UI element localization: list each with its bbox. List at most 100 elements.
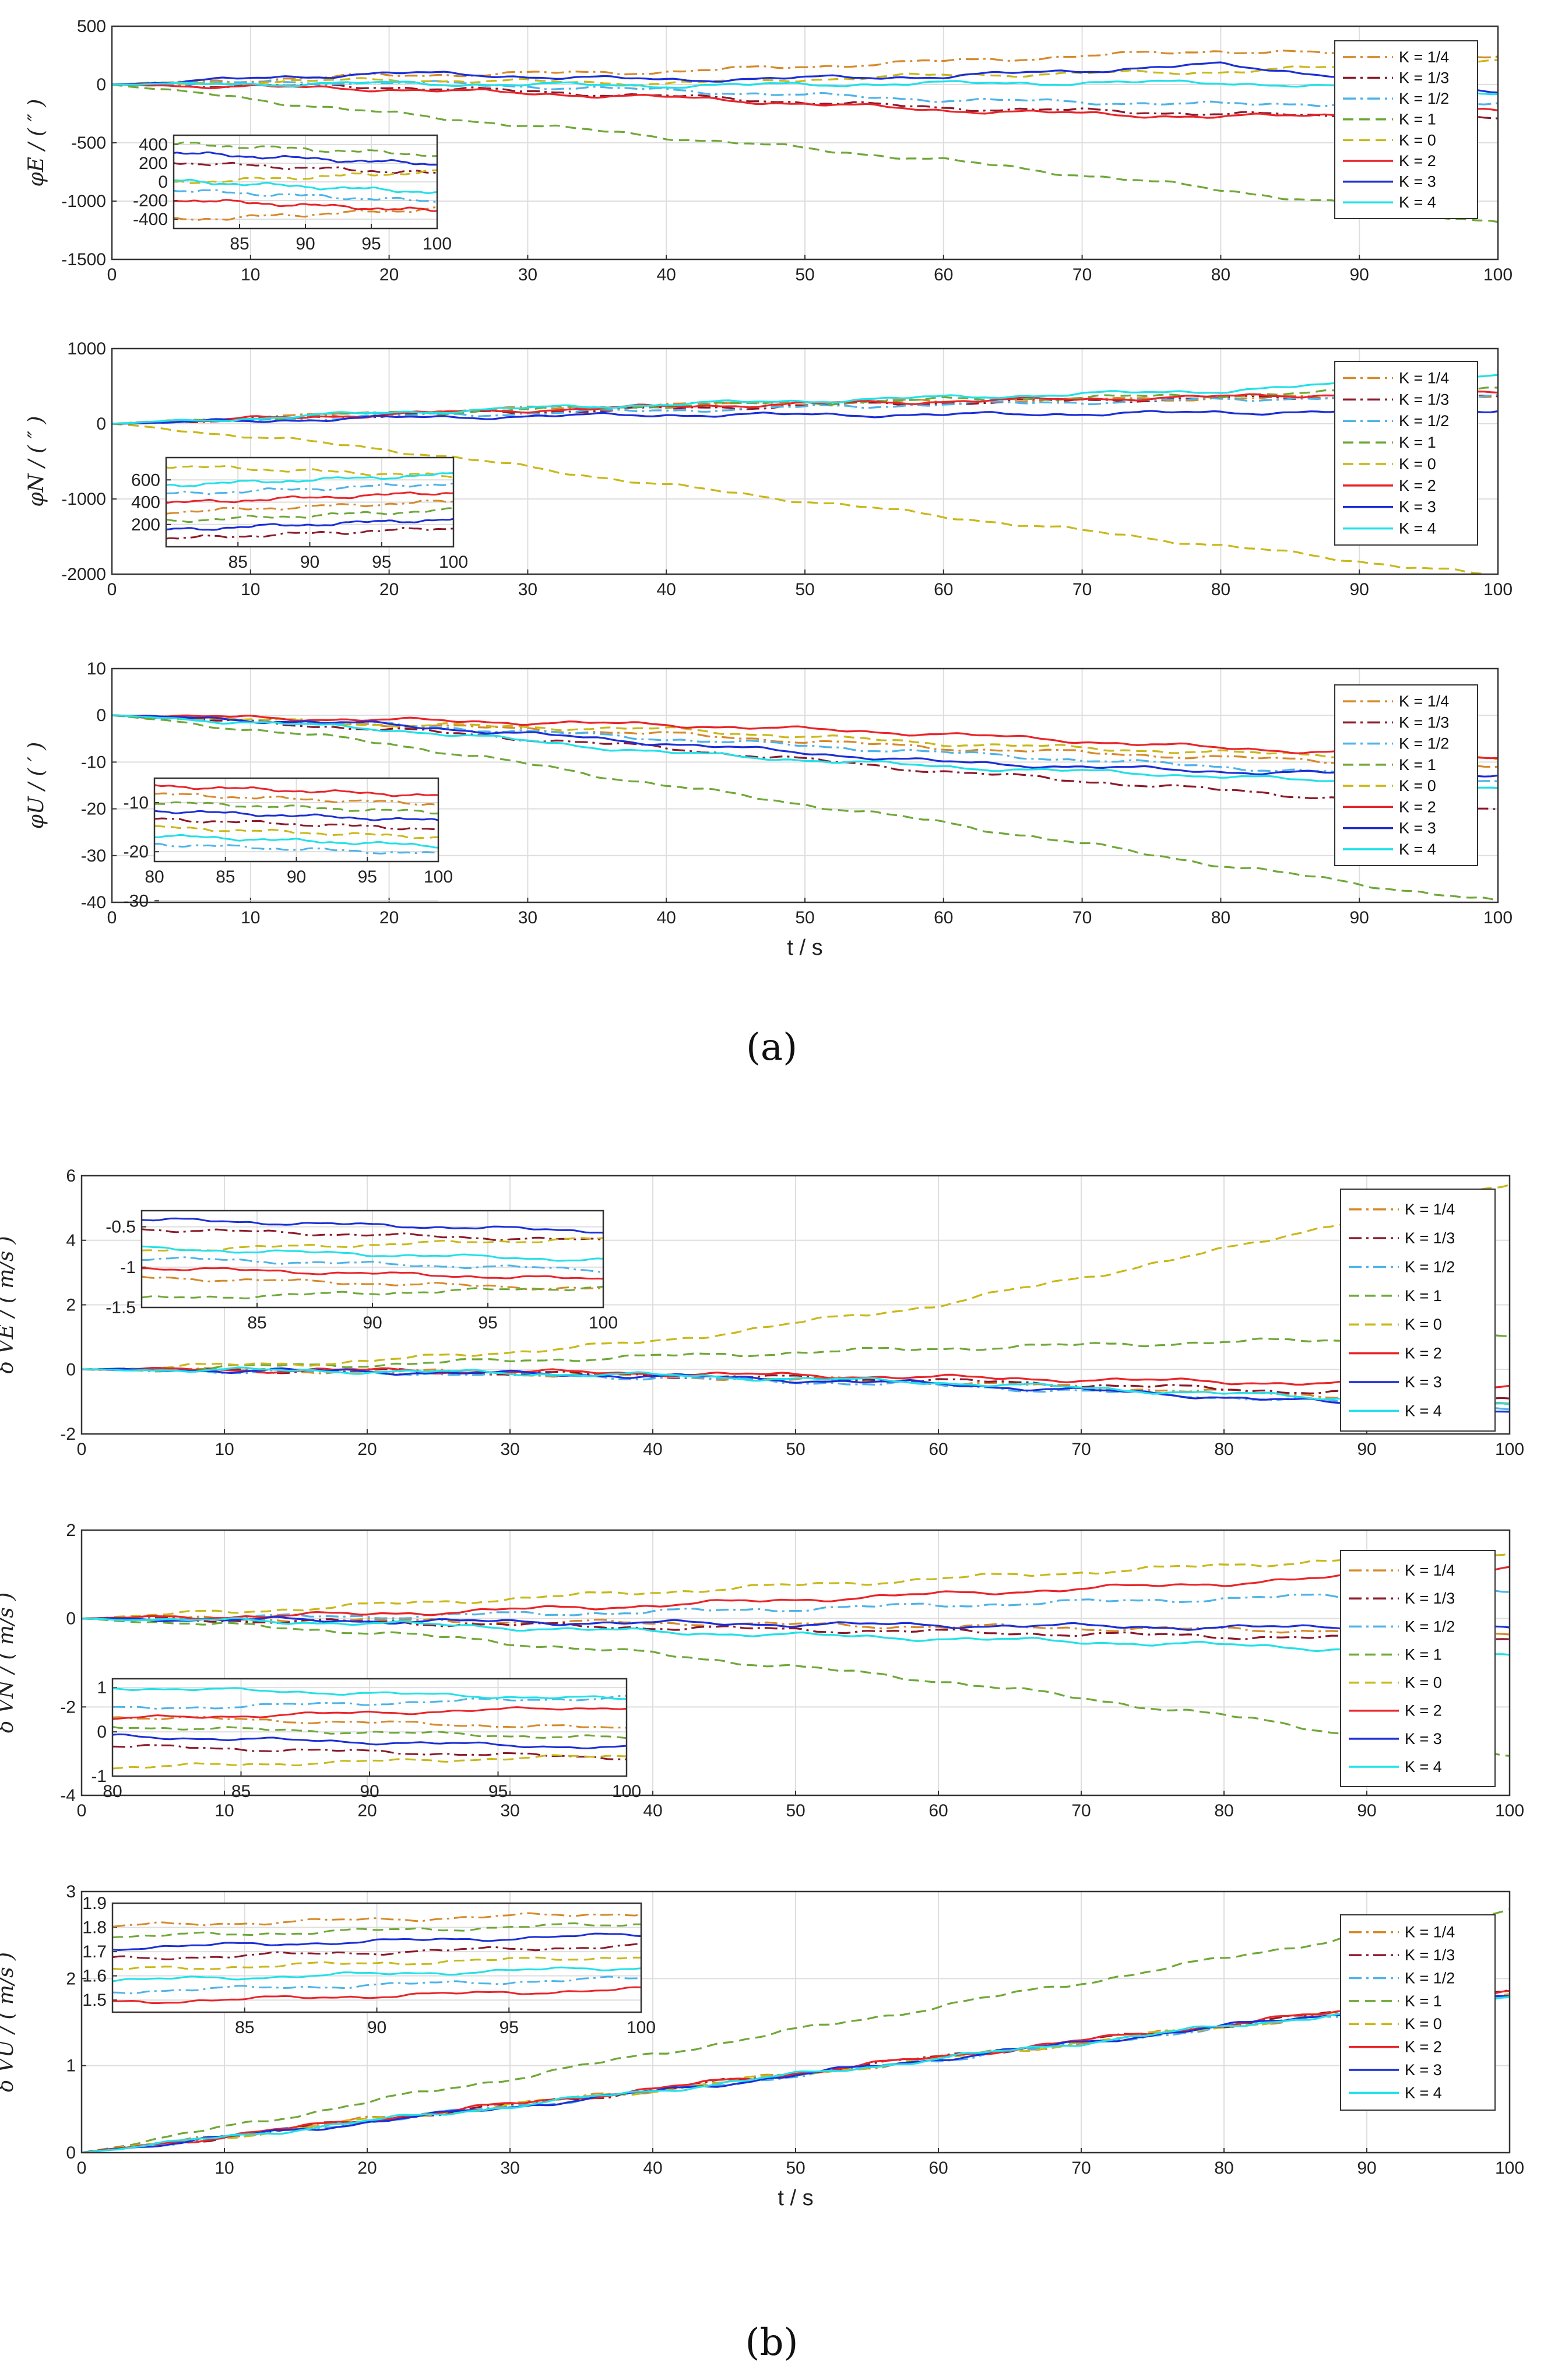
inset-line-K-1-4 — [112, 1912, 641, 1928]
y-tick-label: 1.8 — [82, 1918, 107, 1938]
x-tick-label: 70 — [1072, 580, 1092, 599]
y-tick-label: 1.6 — [82, 1967, 107, 1986]
x-tick-label: 20 — [357, 2158, 377, 2178]
plot-frame — [111, 667, 1499, 904]
x-tick-label: 10 — [214, 2158, 234, 2178]
series-line-K-2 — [112, 714, 1498, 760]
inset-line-K-1-4 — [174, 206, 437, 222]
x-tick-label: 20 — [357, 1440, 377, 1459]
plot-frame — [80, 1890, 1511, 2154]
x-tick-label: 50 — [786, 1801, 805, 1820]
series-line-K-4 — [112, 714, 1498, 789]
legend-label: K = 1/2 — [1399, 90, 1449, 107]
inset-series-group — [142, 1217, 603, 1300]
x-tick-label: 40 — [657, 265, 676, 284]
plot-frame — [80, 1529, 1511, 1797]
x-tick-label: 20 — [379, 580, 399, 599]
y-tick-label: -20 — [81, 800, 106, 819]
inset-line-K-1-3 — [154, 817, 438, 831]
series-line-K-1-2 — [112, 80, 1498, 107]
legend-label: K = 2 — [1405, 1345, 1442, 1362]
legend-label: K = 0 — [1405, 2015, 1442, 2033]
y-tick-label: -1000 — [61, 490, 106, 509]
legend-label: K = 3 — [1399, 820, 1436, 837]
legend-label: K = 0 — [1399, 777, 1436, 794]
x-tick-label: 100 — [627, 2018, 656, 2037]
y-tick-label: -10 — [124, 793, 149, 813]
legend-label: K = 1 — [1405, 1992, 1442, 2010]
y-tick-label: 1 — [66, 2056, 76, 2076]
inset-line-K-1-3 — [112, 1942, 641, 1960]
series-line-K-3 — [82, 1616, 1510, 1632]
inset-series-group — [166, 465, 453, 540]
inset-phiN: 85 90 95 100 600 400 200 — [131, 456, 468, 572]
x-tick-label: 90 — [363, 1313, 382, 1333]
legend-label: K = 1/4 — [1405, 1562, 1455, 1579]
x-tick-label: 95 — [361, 234, 381, 254]
inset-line-K-1-3 — [142, 1228, 603, 1242]
panel-label-b: (b) — [745, 2321, 799, 2364]
y-tick-label: 0 — [158, 173, 168, 192]
legend-label: K = 4 — [1399, 841, 1436, 858]
legend: K = 1/4 K = 1/3 K = 1/2 K = 1 K = 0 K = 2 K = … — [1334, 684, 1478, 866]
y-tick-label: 600 — [131, 470, 160, 490]
legend: K = 1/4 K = 1/3 K = 1/2 K = 1 K = 0 K = 2 K = … — [1334, 40, 1478, 219]
legend-label: K = 1 — [1399, 434, 1436, 451]
y-tick-label: -30 — [124, 891, 149, 910]
panel-label-a: (a) — [746, 1026, 797, 1069]
legend-label: K = 1/2 — [1405, 1969, 1455, 1987]
x-tick-label: 20 — [379, 265, 399, 284]
legend: K = 1/4 K = 1/3 K = 1/2 K = 1 K = 0 K = 2 K = … — [1334, 361, 1478, 546]
x-tick-label: 95 — [478, 1313, 497, 1333]
y-tick-label: 400 — [131, 493, 160, 512]
legend: K = 1/4 K = 1/3 K = 1/2 K = 1 K = 0 K = 2 K = … — [1340, 1550, 1496, 1787]
x-tick-label: 100 — [589, 1313, 618, 1333]
x-tick-label: 30 — [500, 2158, 519, 2178]
inset-series-group — [112, 1912, 641, 2004]
x-tick-label: 30 — [518, 580, 537, 599]
legend-label: K = 1 — [1405, 1287, 1442, 1305]
legend-label: K = 0 — [1399, 131, 1436, 149]
y-tick-label: 0 — [97, 1722, 107, 1742]
legend-label: K = 1/2 — [1405, 1258, 1455, 1275]
x-tick-label: 100 — [424, 867, 453, 887]
y-tick-label: 0 — [66, 1609, 76, 1629]
x-tick-label: 60 — [928, 1801, 948, 1820]
series-line-K-4 — [112, 374, 1498, 425]
legend-label: K = 1/4 — [1399, 369, 1449, 386]
plot-frame — [80, 1175, 1511, 1435]
legend-label: K = 2 — [1399, 477, 1436, 494]
x-tick-label: 50 — [795, 580, 814, 599]
x-tick-label: 85 — [228, 553, 248, 572]
inset-line-K-4 — [112, 1687, 627, 1700]
y-tick-label: -1 — [91, 1767, 107, 1786]
inset-line-K-1-4 — [142, 1275, 603, 1291]
series-line-K-1 — [112, 83, 1498, 223]
x-tick-label: 90 — [1350, 580, 1369, 599]
legend-label: K = 4 — [1405, 1758, 1442, 1776]
y-tick-label: -20 — [124, 842, 149, 862]
y-tick-label: 500 — [77, 17, 106, 36]
y-axis-label: δ VN / ( m/s ) — [0, 1592, 18, 1733]
legend-box — [1334, 361, 1478, 546]
inset-line-K-3 — [166, 518, 453, 531]
inset-line-K-2 — [112, 1986, 641, 2004]
legend-label: K = 3 — [1399, 498, 1436, 516]
inset-frame — [140, 1210, 604, 1309]
y-tick-label: 3 — [66, 1882, 76, 1901]
x-tick-label: 90 — [300, 553, 319, 572]
legend-label: K = 4 — [1399, 194, 1436, 211]
x-tick-label: 95 — [358, 867, 377, 887]
y-tick-label: -200 — [133, 191, 168, 210]
inset-line-K-2 — [174, 199, 437, 212]
y-tick-label: 400 — [139, 135, 168, 154]
legend-box — [1334, 684, 1478, 866]
x-tick-label: 90 — [1357, 1801, 1376, 1820]
x-tick-label: 90 — [1350, 265, 1369, 284]
y-tick-label: -2 — [60, 1697, 76, 1717]
legend-label: K = 1/3 — [1399, 69, 1449, 86]
subplot-phiU: 0 10 20 30 40 50 60 70 80 90 100100-10-20-30-40φU … — [24, 659, 1513, 960]
x-tick-label: 10 — [214, 1801, 234, 1820]
series-line-K-1-3 — [82, 1616, 1510, 1643]
x-tick-label: 30 — [518, 908, 537, 927]
